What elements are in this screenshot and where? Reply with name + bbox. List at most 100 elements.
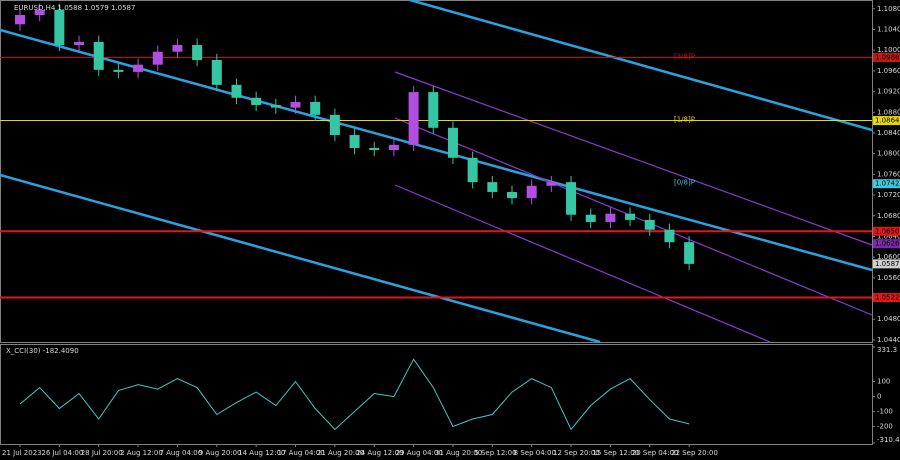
price-label: 1.0650	[875, 227, 900, 235]
candle-body	[310, 101, 321, 115]
price-label: 1.0742	[875, 180, 900, 188]
main-frame	[0, 0, 873, 343]
chart-title: EURUSD,H4 1.0588 1.0579 1.0587	[14, 4, 135, 12]
candle-body	[93, 41, 104, 70]
candle-body	[172, 45, 183, 52]
candle-body	[644, 219, 655, 230]
candle-body	[507, 191, 517, 199]
candle-body	[54, 9, 65, 46]
x-tick-label: 31 Aug 20:00	[435, 449, 482, 457]
candle-body	[211, 60, 222, 85]
x-tick-label: 8 Sep 04:00	[514, 449, 556, 457]
x-tick-label: 28 Jul 20:00	[81, 449, 123, 457]
x-tick-label: 22 Sep 20:00	[671, 449, 718, 457]
indicator-frame	[0, 344, 873, 445]
x-tick-label: 7 Aug 04:00	[159, 449, 202, 457]
trend-line	[0, 173, 601, 344]
murray-label: [3/8]P	[674, 52, 695, 60]
candle-body	[133, 64, 144, 72]
x-tick-label: 2 Aug 12:00	[120, 449, 163, 457]
candle-body	[625, 213, 636, 220]
x-tick-label: 24 Aug 12:00	[356, 449, 403, 457]
axes: 1.10801.10401.10001.09601.09201.08801.08…	[2, 5, 900, 457]
price-label-bg	[873, 52, 900, 62]
candle-body	[270, 105, 281, 108]
murray-label: [0/8]P	[674, 179, 695, 187]
x-tick-label: 29 Aug 04:00	[396, 449, 443, 457]
price-label-bg	[873, 259, 900, 269]
x-tick-label: 21 Aug 20:00	[317, 449, 364, 457]
indicator-tick-label: 0	[877, 393, 881, 401]
candle-body	[329, 114, 340, 136]
indicator-tick-label: -100	[877, 408, 893, 416]
candle-body	[546, 182, 557, 186]
indicator-tick-label: 331.3	[877, 346, 897, 354]
candle-body	[684, 242, 695, 264]
x-tick-label: 9 Aug 20:00	[199, 449, 242, 457]
y-tick-label: 1.1040	[877, 25, 900, 33]
indicator-line	[19, 358, 690, 431]
candle-body	[526, 185, 537, 199]
murray-label: [1/8]P	[674, 116, 695, 124]
candle-body	[467, 157, 478, 183]
y-tick-label: 1.0840	[877, 129, 900, 137]
y-tick-label: 1.0640	[877, 232, 900, 240]
x-tick-label: 14 Aug 12:00	[238, 449, 285, 457]
price-label-bg	[873, 179, 900, 189]
x-tick-label: 20 Sep 04:00	[632, 449, 679, 457]
y-tick-label: 1.0880	[877, 108, 900, 116]
x-tick-label: 26 Jul 04:00	[41, 449, 83, 457]
candle-body	[369, 147, 380, 151]
candle-body	[15, 15, 25, 25]
trend-line	[0, 28, 873, 272]
candle-body	[585, 214, 596, 222]
indicator-tick-label: -310.449	[877, 436, 900, 444]
candle-body	[290, 101, 301, 108]
candle-body	[664, 229, 675, 243]
y-tick-label: 1.0600	[877, 253, 900, 261]
candle-body	[34, 9, 45, 16]
price-label: 1.0587	[875, 260, 900, 268]
indicator-tick-label: 100	[877, 378, 890, 386]
candle-body	[388, 144, 399, 151]
candle-body	[566, 182, 577, 215]
candles	[15, 3, 695, 271]
candle-body	[152, 51, 163, 65]
x-tick-label: 15 Sep 12:00	[592, 449, 639, 457]
candle-body	[192, 45, 203, 61]
y-tick-label: 1.0480	[877, 315, 900, 323]
channel-line	[394, 184, 771, 343]
y-tick-label: 1.0560	[877, 274, 900, 282]
candle-body	[74, 41, 85, 46]
x-tick-label: 12 Sep 20:00	[553, 449, 600, 457]
candle-body	[408, 92, 419, 145]
indicator-title: X_CCI(30) -182.4090	[6, 347, 79, 355]
price-label: 1.0864	[875, 117, 900, 125]
y-tick-label: 1.1080	[877, 5, 900, 13]
trend-line	[409, 0, 873, 132]
candle-body	[605, 213, 616, 222]
price-label: 1.0522	[875, 294, 900, 302]
y-tick-label: 1.0720	[877, 191, 900, 199]
candle-body	[113, 69, 124, 72]
price-label-bg	[873, 116, 900, 126]
y-tick-label: 1.0760	[877, 170, 900, 178]
x-tick-label: 21 Jul 2023	[2, 449, 42, 457]
candle-body	[231, 84, 242, 98]
price-label-bg	[873, 239, 900, 249]
candle-body	[349, 135, 360, 148]
price-label: 1.0986	[875, 53, 900, 61]
y-tick-label: 1.0800	[877, 150, 900, 158]
y-tick-label: 1.0440	[877, 336, 900, 344]
candle-body	[487, 182, 498, 192]
candle-body	[251, 97, 262, 106]
candle-body	[447, 127, 458, 158]
y-tick-label: 1.0920	[877, 88, 900, 96]
candle-body	[428, 92, 439, 128]
x-tick-label: 17 Aug 04:00	[278, 449, 325, 457]
channel-line	[394, 71, 873, 246]
price-label-bg	[873, 293, 900, 303]
price-label-bg	[873, 226, 900, 236]
